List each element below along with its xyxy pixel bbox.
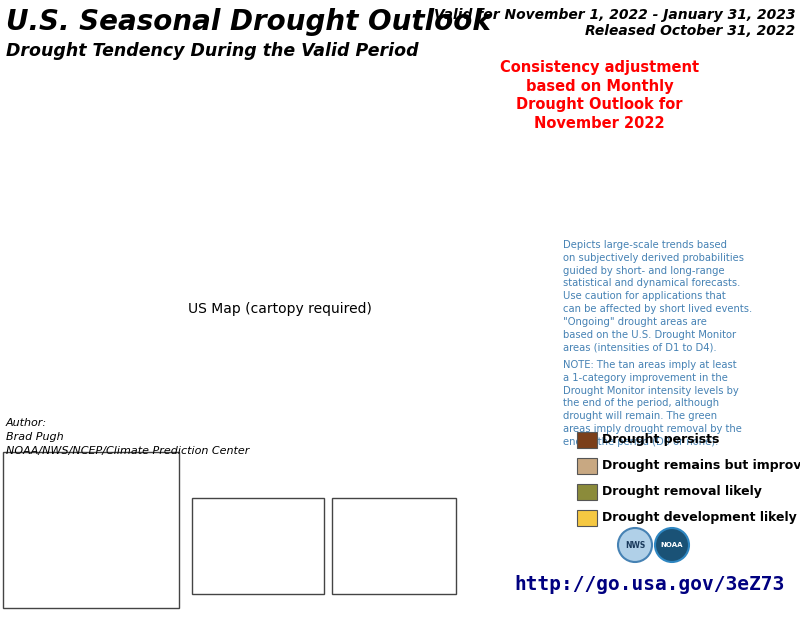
Bar — [577, 484, 597, 500]
Bar — [192, 498, 324, 594]
Text: Drought remains but improves: Drought remains but improves — [602, 460, 800, 473]
Bar — [3, 452, 179, 608]
Text: Consistency adjustment
based on Monthly
Drought Outlook for
November 2022: Consistency adjustment based on Monthly … — [500, 60, 699, 131]
Text: Valid for November 1, 2022 - January 31, 2023: Valid for November 1, 2022 - January 31,… — [434, 8, 795, 22]
Bar — [577, 432, 597, 448]
Text: Drought development likely: Drought development likely — [602, 512, 797, 525]
Text: http://go.usa.gov/3eZ73: http://go.usa.gov/3eZ73 — [515, 575, 785, 594]
Bar — [577, 458, 597, 474]
Bar — [332, 498, 456, 594]
Text: Drought Tendency During the Valid Period: Drought Tendency During the Valid Period — [6, 42, 418, 60]
Text: US Map (cartopy required): US Map (cartopy required) — [188, 302, 372, 316]
Text: Released October 31, 2022: Released October 31, 2022 — [585, 24, 795, 38]
Circle shape — [618, 528, 652, 562]
Text: U.S. Seasonal Drought Outlook: U.S. Seasonal Drought Outlook — [6, 8, 491, 36]
Circle shape — [655, 528, 689, 562]
Text: Drought persists: Drought persists — [602, 433, 719, 446]
Bar — [577, 510, 597, 526]
Text: NOAA: NOAA — [661, 542, 683, 548]
Text: Depicts large-scale trends based
on subjectively derived probabilities
guided by: Depicts large-scale trends based on subj… — [563, 240, 752, 352]
Text: NWS: NWS — [625, 541, 645, 549]
Text: Drought removal likely: Drought removal likely — [602, 486, 762, 499]
Text: Author:
Brad Pugh
NOAA/NWS/NCEP/Climate Prediction Center: Author: Brad Pugh NOAA/NWS/NCEP/Climate … — [6, 418, 250, 456]
Text: NOTE: The tan areas imply at least
a 1-category improvement in the
Drought Monit: NOTE: The tan areas imply at least a 1-c… — [563, 360, 742, 447]
